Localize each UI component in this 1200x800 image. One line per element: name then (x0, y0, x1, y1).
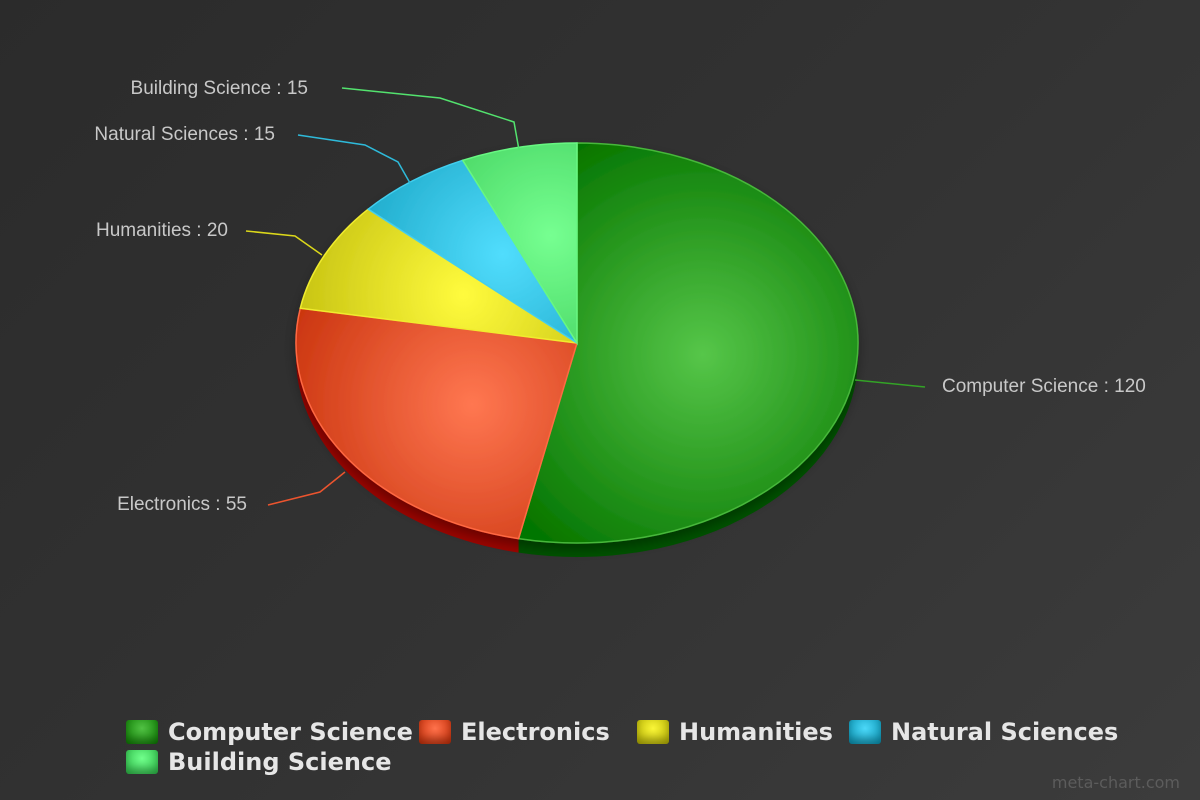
legend-item-humanities[interactable]: Humanities (637, 718, 833, 746)
slice-label-electronics: Electronics : 55 (117, 494, 247, 515)
slice-label-humanities: Humanities : 20 (96, 220, 228, 241)
pie-slice-computer-science[interactable] (517, 142, 859, 544)
pie-slice-natural-sciences[interactable] (366, 159, 578, 344)
legend-label-electronics: Electronics (461, 718, 610, 746)
pie-slice-electronics[interactable] (295, 307, 578, 540)
legend-label-natural-sciences: Natural Sciences (891, 718, 1119, 746)
slice-label-building-science: Building Science : 15 (131, 78, 308, 99)
watermark-text: meta-chart.com (1051, 773, 1180, 792)
legend-swatch-humanities (637, 720, 669, 744)
leader-line-computer-science (854, 379, 926, 388)
legend-label-computer-science: Computer Science (168, 718, 413, 746)
leader-line-building-science (341, 87, 520, 151)
legend-item-computer-science[interactable]: Computer Science (126, 718, 413, 746)
legend-swatch-computer-science (126, 720, 158, 744)
legend-label-humanities: Humanities (679, 718, 833, 746)
slice-depth-electronics (295, 343, 519, 553)
leader-line-electronics (267, 471, 346, 506)
slice-label-computer-science: Computer Science : 120 (942, 376, 1146, 397)
slice-label-natural-sciences: Natural Sciences : 15 (94, 124, 275, 145)
legend-label-building-science: Building Science (168, 748, 392, 776)
legend-item-natural-sciences[interactable]: Natural Sciences (849, 718, 1118, 746)
leader-line-natural-sciences (297, 134, 411, 184)
pie-slice-humanities[interactable] (299, 208, 578, 344)
legend-swatch-electronics (419, 720, 451, 744)
legend-swatch-building-science (126, 750, 158, 774)
legend-item-building-science[interactable]: Building Science (126, 748, 391, 776)
legend-item-electronics[interactable]: Electronics (419, 718, 610, 746)
leader-line-humanities (245, 230, 323, 256)
legend-swatch-natural-sciences (849, 720, 881, 744)
